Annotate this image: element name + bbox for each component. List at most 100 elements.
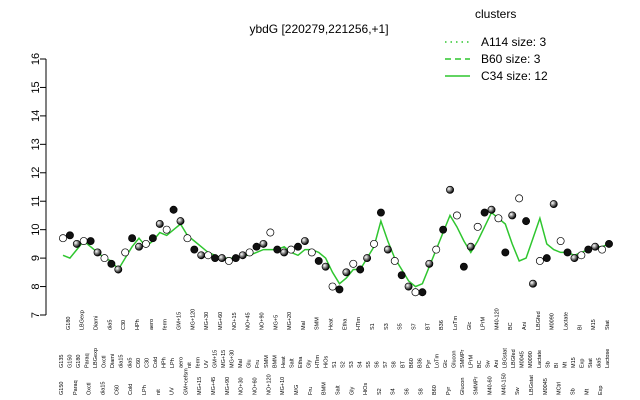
x-category-label: MG+60 <box>218 312 224 330</box>
x-category-label: Glucon <box>460 378 466 395</box>
data-point <box>314 257 323 265</box>
data-point <box>287 245 296 254</box>
x-category-label: S7 <box>411 323 417 330</box>
x-category-label: NO+30 <box>239 377 245 395</box>
x-category-label: C30 <box>144 358 150 368</box>
x-category-label: C60 <box>114 385 120 395</box>
data-point <box>466 242 475 251</box>
x-category-label: UV <box>170 387 176 395</box>
x-category-label: S7 <box>383 361 389 368</box>
x-category-label: HPh <box>161 357 167 368</box>
x-category-label: HPh <box>135 319 141 330</box>
data-point <box>487 205 496 214</box>
data-point <box>425 259 434 268</box>
data-point <box>535 257 544 265</box>
x-category-label: S5 <box>398 323 404 330</box>
x-category-label: ferm <box>196 357 202 368</box>
x-category-label: nit <box>187 362 193 368</box>
data-point <box>135 242 143 251</box>
x-category-label: Glu <box>247 359 253 368</box>
x-category-label: LPh <box>170 358 176 368</box>
x-category-label: nit <box>156 389 162 395</box>
data-point <box>370 239 378 248</box>
x-category-label: BMM <box>272 355 278 368</box>
x-category-label: Ani <box>522 322 528 330</box>
x-category-label: LBGstat <box>503 348 509 368</box>
x-category-label: dia5 <box>596 358 602 368</box>
x-category-label: BC <box>477 360 483 368</box>
x-category-label: Gly <box>306 360 312 369</box>
data-point <box>169 205 178 214</box>
chart-title: ybdG [220279,221256,+1] <box>249 22 388 36</box>
data-point <box>411 288 420 297</box>
x-category-label: M15 <box>591 319 597 330</box>
points-layer <box>59 185 613 297</box>
x-category-label: Oxctl <box>102 355 108 368</box>
data-point <box>542 254 551 263</box>
data-point <box>294 242 302 251</box>
data-point <box>128 234 137 243</box>
x-category-label: M0045 <box>520 351 526 368</box>
data-point <box>300 237 309 245</box>
x-category-label: Salt <box>289 358 295 368</box>
data-point <box>397 271 406 280</box>
x-category-label: B36 <box>417 358 423 368</box>
legend-label: C34 size: 12 <box>481 69 548 83</box>
x-category-label: Lactose <box>605 349 611 368</box>
data-point <box>549 200 558 209</box>
x-category-label: Heat <box>329 318 335 330</box>
y-tick-label: 16 <box>30 53 42 65</box>
x-category-label: LBGexp <box>93 348 99 368</box>
x-category-label: Gly <box>349 387 355 396</box>
y-tick-label: 13 <box>30 138 42 150</box>
x-category-label: LBGfed <box>511 349 517 368</box>
data-point <box>584 245 593 254</box>
data-point <box>86 237 95 245</box>
x-category-label: GM+15 <box>213 350 219 368</box>
x-category-label: MG+10 <box>280 377 286 395</box>
data-point <box>65 231 74 240</box>
legend-label: B60 size: 3 <box>481 52 541 66</box>
data-point <box>605 239 613 248</box>
x-category-label: BMM <box>322 382 328 395</box>
x-category-label: G150 <box>59 382 65 395</box>
data-point <box>570 254 579 263</box>
data-point <box>238 251 247 260</box>
x-category-label: M40-150 <box>501 373 507 395</box>
x-category-label: S8 <box>418 388 424 395</box>
data-point <box>335 285 344 294</box>
x-category-label: NO+15 <box>232 312 238 330</box>
x-category-label: Mal <box>301 321 307 330</box>
x-category-label: Paraq <box>85 353 91 368</box>
x-category-label: M40-60 <box>488 376 494 395</box>
data-point <box>252 242 261 251</box>
x-category-label: dia5 <box>127 358 133 368</box>
x-category-label: HTim <box>356 317 362 330</box>
y-tick-label: 9 <box>30 255 42 261</box>
x-category-label: NO+120 <box>266 374 272 395</box>
data-point <box>342 268 351 277</box>
legend-title: clusters <box>475 7 516 21</box>
y-tick-label: 11 <box>30 196 42 207</box>
x-category-label: S5 <box>366 361 372 368</box>
data-point <box>114 265 123 274</box>
data-point <box>273 245 282 254</box>
x-category-label: S1 <box>332 361 338 368</box>
x-category-label: Sb <box>570 388 576 395</box>
data-point <box>266 228 275 237</box>
x-category-label: S2 <box>341 361 347 368</box>
y-tick-label: 7 <box>30 312 42 318</box>
x-category-label: S4 <box>391 388 397 395</box>
x-category-label: Stat <box>588 358 594 368</box>
data-point <box>321 262 330 271</box>
x-category-label: aero <box>178 357 184 368</box>
data-point <box>494 214 503 223</box>
data-point <box>72 239 81 248</box>
x-category-label: Stat <box>605 320 611 330</box>
data-point <box>59 234 67 243</box>
x-category-label: LPrM <box>481 316 487 330</box>
data-point <box>162 225 171 234</box>
data-point <box>148 234 157 243</box>
x-category-label: Glucon <box>451 351 457 368</box>
x-category-label: LBGstat <box>529 375 535 395</box>
